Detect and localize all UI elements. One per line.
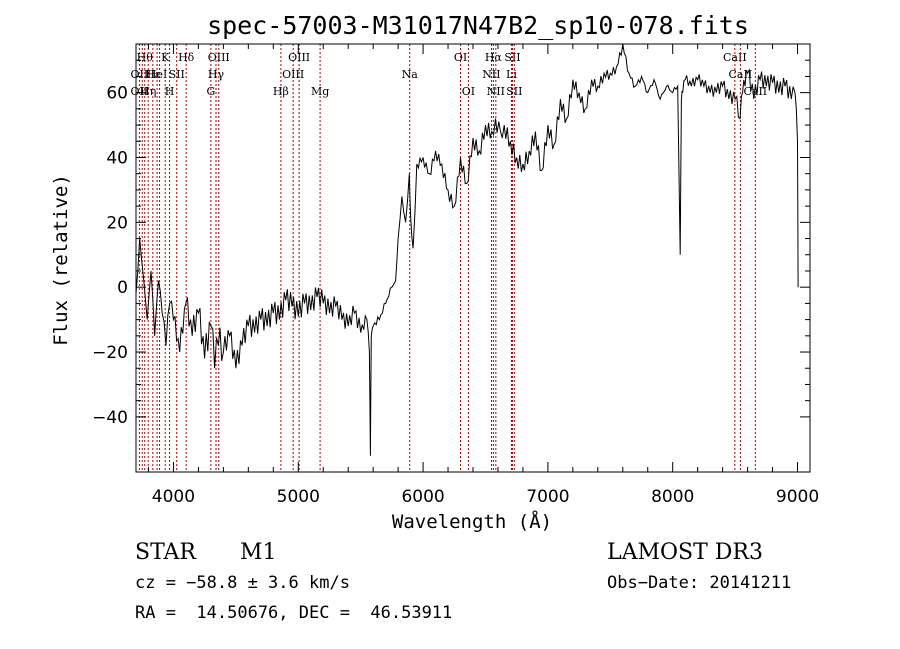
object-subclass: M1: [240, 540, 277, 565]
spectral-line-label: OIII: [282, 68, 304, 81]
y-axis-label: Flux (relative): [50, 174, 72, 346]
spectral-line-label: OII: [131, 85, 149, 98]
spectral-line-label: G: [206, 85, 215, 98]
spectral-line-label: Hγ: [208, 68, 225, 81]
x-tick-label: 6000: [401, 487, 444, 507]
y-tick-label: 40: [106, 148, 128, 168]
line-marks: OIIOIIHθHηHεHeIKHSIIHδGHγOIIIHβOIIIOIIIM…: [131, 44, 767, 472]
plot-frame: [135, 43, 811, 473]
spectral-line-label: CaII: [729, 68, 753, 81]
spectral-line-label: Hδ: [178, 51, 195, 64]
y-tick-label: −20: [92, 343, 128, 363]
spectral-line-label: CaII: [743, 85, 767, 98]
spectral-line-label: CaII: [723, 51, 747, 64]
spectral-line-label: K: [161, 51, 170, 64]
y-axis-ticks: −40 −20 0 20 40 60: [92, 59, 810, 428]
spectral-line-label: OI: [462, 85, 475, 98]
survey-name: LAMOST DR3: [607, 540, 763, 565]
flux-series: [136, 44, 799, 456]
sky-coordinates: RA = 14.50676, DEC = 46.53911: [135, 603, 453, 623]
spectral-line-label: Hθ: [137, 51, 154, 64]
spectral-line-label: OI: [454, 51, 467, 64]
spectral-line-label: Hα: [485, 51, 503, 64]
x-axis-label: Wavelength (Å): [392, 510, 552, 533]
spectral-line-label: Na: [402, 68, 419, 81]
spectral-line-label: Mg: [311, 85, 329, 98]
spectral-line-label: NII: [487, 85, 505, 98]
spectral-line-label: HeI: [147, 68, 167, 81]
spectral-line-label: OII: [131, 68, 149, 81]
flux-line: [136, 44, 799, 456]
spectral-line-label: NII: [482, 68, 500, 81]
y-tick-label: 20: [106, 213, 128, 233]
y-tick-label: −40: [92, 408, 128, 428]
x-tick-label: 4000: [152, 487, 195, 507]
object-class: STAR: [135, 540, 196, 565]
observation-date: Obs−Date: 20141211: [607, 573, 792, 593]
spectral-line-label: OIII: [208, 51, 230, 64]
chart-title: spec-57003-M31017N47B2_sp10-078.fits: [207, 11, 749, 40]
y-tick-label: 60: [106, 84, 128, 104]
x-tick-label: 5000: [277, 487, 320, 507]
spectral-line-label: SII: [169, 68, 185, 81]
spectral-line-label: SII: [504, 51, 520, 64]
spectral-line-label: OIII: [288, 51, 310, 64]
x-tick-label: 7000: [526, 487, 569, 507]
y-tick-label: 0: [117, 278, 128, 298]
redshift-velocity: cz = −58.8 ± 3.6 km/s: [135, 573, 350, 593]
spectral-line-label: Hβ: [273, 85, 289, 98]
spectral-line-label: H: [165, 85, 175, 98]
x-axis-ticks: 4000 5000 6000 7000 8000 9000: [147, 44, 819, 507]
spectral-line-label: Hη: [140, 85, 156, 98]
x-tick-label: 8000: [651, 487, 694, 507]
spectral-line-label: SII: [506, 85, 522, 98]
x-tick-label: 9000: [776, 487, 819, 507]
spectral-line-label: Li: [506, 68, 517, 81]
